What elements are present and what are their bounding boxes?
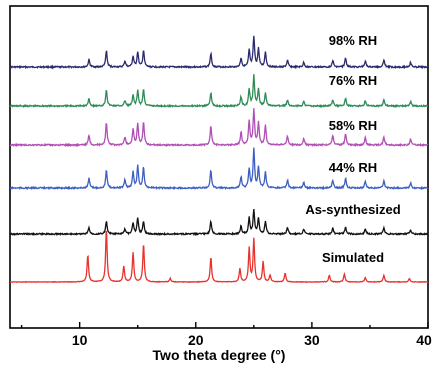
series-line-simulated [9, 230, 429, 284]
x-tick-label: 20 [188, 332, 204, 348]
series-line-as-synthesized [9, 208, 429, 237]
series-label-98-rh: 98% RH [329, 33, 377, 48]
x-axis-label: Two theta degree (°) [153, 347, 286, 363]
series-label-58-rh: 58% RH [329, 118, 377, 133]
x-tick-label: 30 [304, 332, 320, 348]
plot-frame [9, 5, 429, 329]
series-line-76-rh [9, 74, 429, 109]
series-label-simulated: Simulated [322, 250, 384, 265]
x-axis: 10 20 30 40 [20, 322, 432, 348]
series-line-98-rh [9, 35, 429, 70]
series-label-as-synthesized: As-synthesized [305, 202, 400, 217]
traces-group [9, 35, 429, 284]
series-label-44-rh: 44% RH [329, 160, 377, 175]
series-label-76-rh: 76% RH [329, 73, 377, 88]
x-tick-label: 40 [416, 332, 432, 348]
series-line-44-rh [9, 147, 429, 191]
series-line-58-rh [9, 108, 429, 148]
series-labels-group: 98% RH 76% RH 58% RH 44% RH As-synthesized Si… [305, 33, 400, 265]
x-tick-label: 10 [72, 332, 88, 348]
